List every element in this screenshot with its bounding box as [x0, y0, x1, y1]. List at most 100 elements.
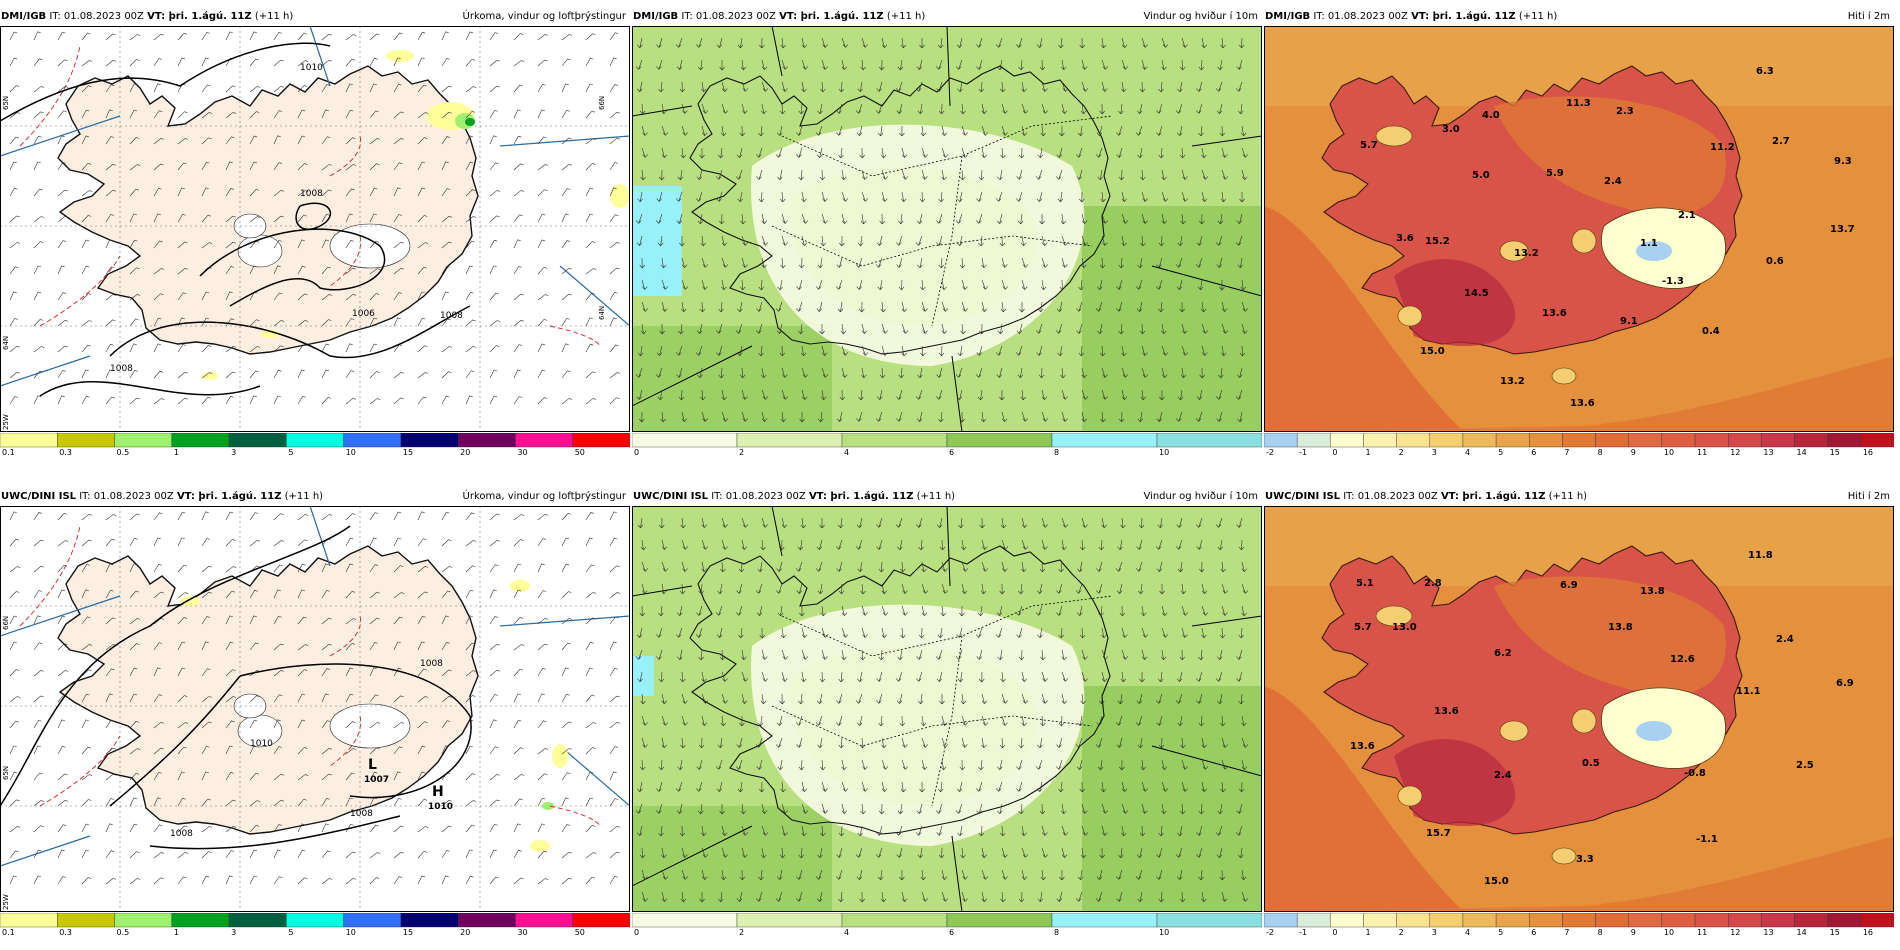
wind-barb	[249, 695, 260, 703]
wind-arrow	[1116, 147, 1123, 158]
wind-barb	[225, 511, 234, 521]
wind-arrow	[756, 759, 763, 770]
temp-legend-tick-label: 9	[1631, 448, 1636, 457]
wind-arrow	[820, 81, 826, 93]
wind-arrow	[1141, 781, 1148, 792]
lead-time: (+11 h)	[916, 491, 956, 502]
wind-arrow	[1040, 715, 1046, 727]
wind-barb	[177, 617, 188, 625]
wind-barb	[609, 111, 620, 119]
wind-barb	[201, 161, 210, 171]
wind-arrow	[700, 389, 706, 401]
wind-arrow	[1096, 869, 1103, 880]
wind-barb	[177, 32, 188, 41]
wind-arrow	[938, 103, 945, 115]
temp-legend-swatch	[1860, 433, 1894, 448]
wind-barb	[297, 163, 308, 171]
highland-cool-zone	[1397, 785, 1423, 807]
valid-time: VT: þri. 1.ágú. 11Z	[176, 491, 282, 502]
wind-barb	[153, 852, 165, 859]
wind-barb	[273, 162, 283, 171]
wind-arrow	[856, 125, 863, 136]
wind-barb	[81, 85, 92, 93]
wind-arrow	[900, 37, 907, 49]
wind-barb	[561, 83, 569, 93]
wind-arrow	[1001, 125, 1008, 136]
temp-legend-tick-label: 6	[1531, 928, 1536, 937]
wind-barb	[249, 540, 261, 547]
wind-arrow	[1221, 737, 1228, 748]
precip-area	[542, 802, 554, 810]
wind-barb	[105, 369, 113, 379]
wind-barb	[609, 592, 621, 599]
wind-barb	[585, 398, 597, 405]
wind-barb	[297, 849, 306, 859]
wind-arrow	[961, 301, 968, 312]
wind-arrow	[738, 627, 744, 639]
wind-arrow	[1059, 279, 1066, 291]
wind-arrow	[917, 367, 923, 378]
precip-legend-swatch	[228, 913, 287, 928]
wind-barb	[561, 137, 572, 145]
wind-arrow	[978, 169, 985, 181]
wind-barb	[489, 345, 500, 353]
wind-arrow	[656, 803, 663, 814]
wind-arrow	[676, 213, 683, 224]
wind-barb	[585, 317, 593, 327]
wind-arrow	[1016, 323, 1023, 334]
wind-arrow	[861, 345, 869, 356]
wind-arrow	[1060, 213, 1067, 225]
wind-arrow	[1221, 605, 1228, 616]
wind-legend: 0 2 4 6 8 10	[632, 433, 1262, 457]
wind-arrow	[896, 235, 903, 246]
wind-arrow	[819, 671, 826, 683]
wind-arrow	[1000, 301, 1007, 313]
wind-barb	[513, 617, 524, 625]
wind-arrow	[1158, 301, 1164, 313]
wind-arrow	[915, 81, 923, 92]
highland-cool-zone	[1499, 720, 1529, 742]
wind-barb	[153, 213, 161, 223]
wind-arrow	[1081, 649, 1088, 660]
wind-arrow	[739, 715, 745, 727]
wind-arrow	[1237, 103, 1244, 115]
wind-arrow	[698, 583, 704, 595]
temp-legend-swatch	[1728, 913, 1762, 928]
wind-arrow	[637, 825, 643, 836]
wind-barb	[585, 694, 595, 703]
wind-arrow	[801, 803, 809, 814]
wind-barb	[81, 239, 90, 249]
wind-barb	[273, 320, 285, 327]
wind-arrow	[940, 759, 947, 771]
wind-barb	[489, 292, 499, 301]
wind-arrow	[1098, 605, 1104, 617]
wind-arrow	[861, 781, 868, 792]
wind-barb	[249, 589, 258, 599]
wind-arrow	[981, 147, 987, 158]
wind-arrow	[999, 737, 1006, 749]
wind-arrow	[1241, 583, 1249, 594]
wind-arrow	[761, 81, 769, 92]
temperature-label: 2.7	[1772, 136, 1790, 147]
wind-barb	[561, 537, 570, 547]
wind-arrow	[756, 891, 763, 902]
wind-arrow	[1181, 759, 1188, 770]
wind-barb	[225, 720, 235, 729]
wind-barb	[609, 162, 619, 171]
wind-arrow	[961, 583, 968, 594]
wind-arrow	[781, 59, 788, 70]
boundary-line	[946, 506, 951, 587]
wind-arrow	[861, 323, 868, 334]
wind-arrow	[1180, 213, 1186, 225]
temperature-label: 6.9	[1836, 678, 1854, 689]
wind-arrow	[698, 649, 704, 661]
wind-barb	[177, 213, 186, 223]
precip-legend-tick-label: 0.5	[117, 928, 130, 937]
wind-arrow	[1181, 191, 1188, 202]
wind-arrow	[1136, 301, 1143, 312]
wind-arrow	[701, 257, 708, 268]
wind-arrow	[936, 367, 943, 378]
wind-arrow	[1100, 411, 1106, 423]
wind-barb	[129, 643, 140, 651]
temperature-label: 1.1	[1640, 238, 1658, 249]
